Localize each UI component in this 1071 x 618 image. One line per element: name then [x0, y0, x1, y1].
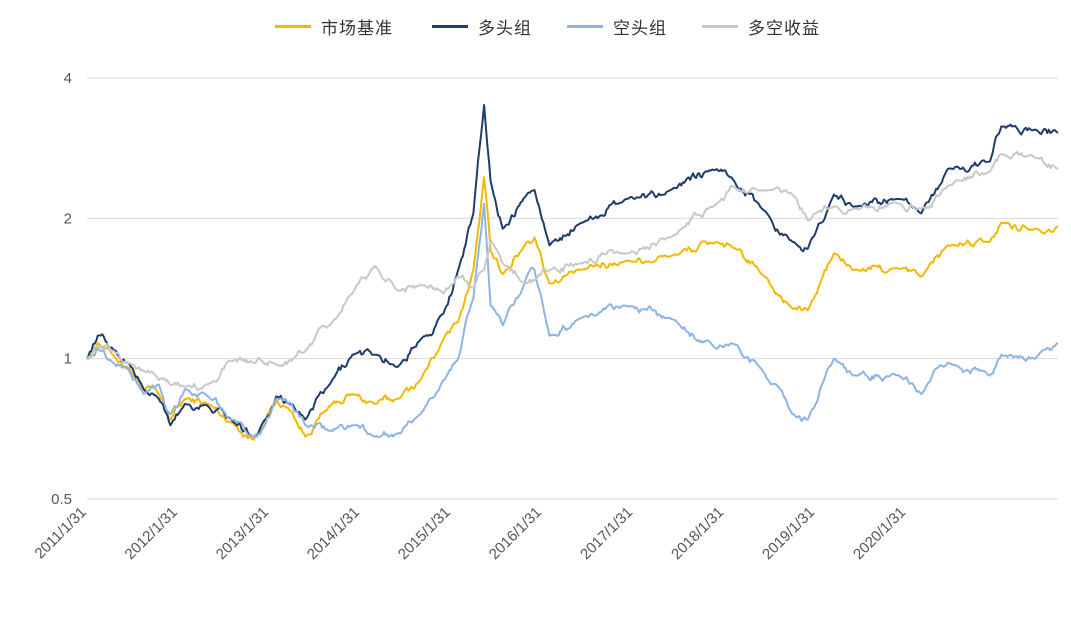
x-tick-label: 2020/1/31	[850, 504, 909, 563]
series-line-3	[86, 150, 1059, 391]
legend-swatch-long	[432, 24, 468, 28]
legend-label-short: 空头组	[613, 18, 667, 39]
x-tick-label: 2019/1/31	[759, 504, 818, 563]
series-lines	[86, 104, 1059, 441]
series-line-0	[86, 176, 1059, 441]
x-tick-label: 2012/1/31	[122, 504, 181, 563]
legend-label-market: 市场基准	[321, 18, 393, 39]
legend-label-long-short: 多空收益	[748, 18, 820, 39]
x-tick-label: 2011/1/31	[31, 504, 89, 562]
legend-swatch-short	[567, 24, 603, 28]
y-tick-label: 4	[64, 70, 72, 87]
x-tick-label: 2014/1/31	[304, 504, 363, 563]
y-axis-ticks: 0.5 1 2 4	[51, 70, 72, 508]
grid	[87, 77, 1058, 500]
legend-item-long-short: 多空收益	[702, 14, 820, 39]
legend-swatch-market	[275, 24, 311, 28]
x-tick-label: 2017/1/31	[577, 504, 636, 563]
y-tick-label: 2	[64, 210, 72, 227]
y-tick-label: 1	[64, 351, 72, 368]
legend-item-long: 多头组	[432, 14, 532, 39]
y-tick-label: 0.5	[51, 491, 72, 508]
legend-item-market: 市场基准	[275, 14, 393, 39]
x-tick-label: 2018/1/31	[668, 504, 727, 563]
legend-label-long: 多头组	[478, 18, 532, 39]
series-line-2	[86, 202, 1059, 439]
x-tick-label: 2016/1/31	[486, 504, 545, 563]
legend-item-short: 空头组	[567, 14, 667, 39]
x-tick-label: 2015/1/31	[395, 504, 454, 563]
x-tick-label: 2013/1/31	[213, 504, 272, 563]
legend-swatch-long-short	[702, 24, 738, 28]
x-axis-ticks: 2011/1/31 2012/1/31 2013/1/31 2014/1/31 2015…	[31, 504, 909, 563]
